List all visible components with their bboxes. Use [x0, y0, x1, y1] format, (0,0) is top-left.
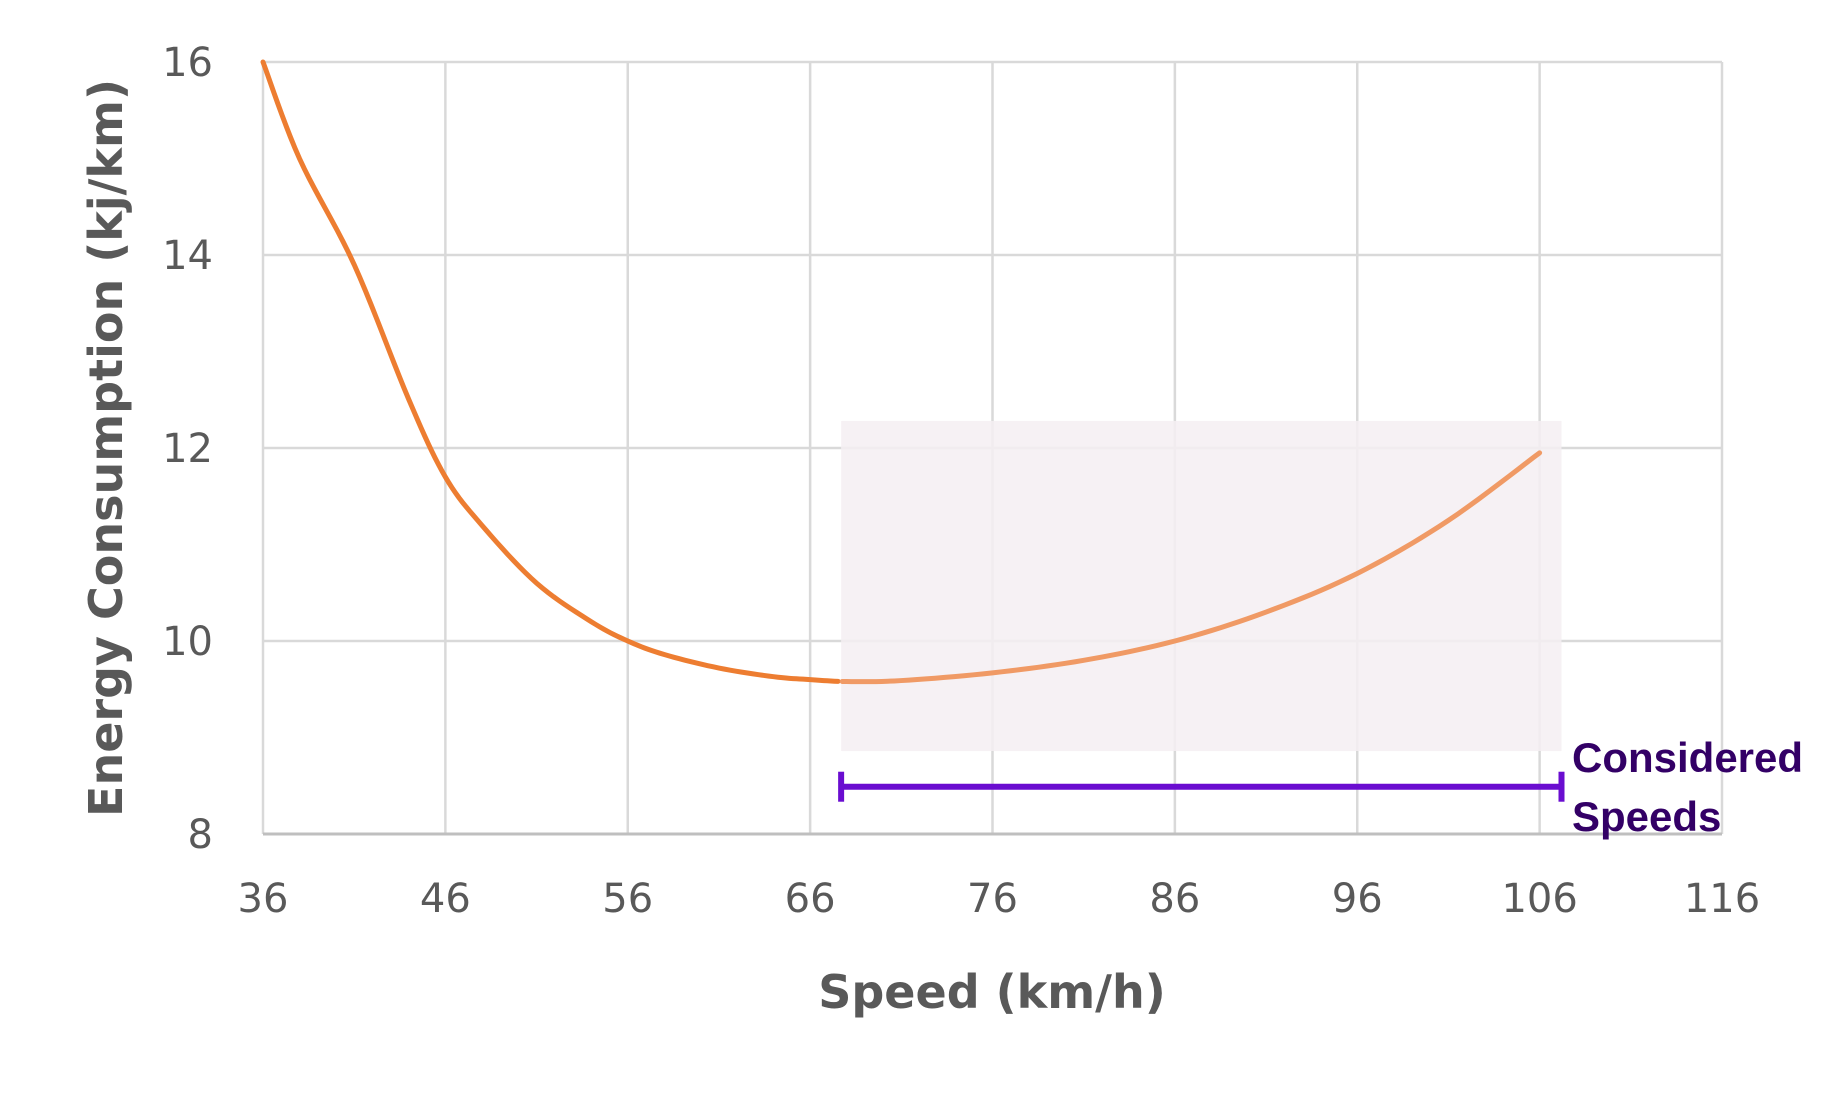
series-line-highlighted-segment [839, 450, 1543, 685]
annotation-line-1: Considered [1572, 734, 1803, 781]
y-tick-label: 10 [162, 619, 213, 665]
series-line [260, 59, 1543, 685]
x-tick-labels: 36 46 56 66 76 86 96 106 116 [238, 876, 1761, 922]
x-tick-label: 106 [1501, 876, 1577, 922]
x-axis-label: Speed (km/h) [818, 965, 1166, 1019]
annotation-line-2: Speeds [1572, 793, 1721, 840]
x-tick-label: 36 [238, 876, 289, 922]
y-tick-label: 16 [162, 40, 213, 86]
series-line-segment [260, 59, 841, 684]
x-tick-label: 56 [602, 876, 653, 922]
considered-speeds-region [841, 420, 1562, 752]
y-tick-label: 14 [162, 233, 213, 279]
y-axis-label: Energy Consumption (kj/km) [79, 79, 133, 817]
x-tick-label: 66 [785, 876, 836, 922]
x-tick-label: 76 [967, 876, 1018, 922]
x-tick-label: 46 [420, 876, 471, 922]
considered-speeds-range-bar [838, 771, 1565, 802]
x-tick-label: 116 [1684, 876, 1760, 922]
x-tick-label: 86 [1149, 876, 1200, 922]
y-tick-label: 12 [162, 426, 213, 472]
y-tick-labels: 8 10 12 14 16 [162, 40, 213, 858]
y-tick-label: 8 [188, 812, 213, 858]
x-tick-label: 96 [1332, 876, 1383, 922]
